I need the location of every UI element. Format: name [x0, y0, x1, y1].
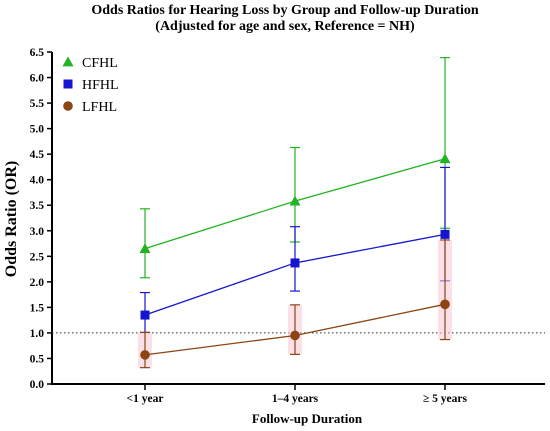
- y-tick-label: 6.0: [30, 73, 45, 85]
- plot-area: 0.0 0.5 1.0 1.5 2.0 2.5 3.0 3.5 4.0 4.5 5.0 5.5 6.0 6…: [30, 47, 545, 405]
- series-lfhl: [138, 239, 452, 369]
- legend-marker-lfhl: [63, 101, 73, 111]
- chart-subtitle: (Adjusted for age and sex, Reference = N…: [155, 19, 415, 34]
- y-tick-label: 5.0: [30, 124, 45, 136]
- chart-title: Odds Ratios for Hearing Loss by Group an…: [91, 3, 478, 18]
- data-point: [290, 258, 300, 268]
- data-point: [289, 195, 301, 206]
- y-tick-label: 4.5: [30, 149, 45, 161]
- y-tick-label: 0.0: [30, 379, 45, 391]
- y-tick-label: 0.5: [30, 353, 45, 365]
- data-point: [140, 350, 150, 360]
- data-point: [290, 330, 300, 341]
- y-tick-label: 1.0: [30, 328, 45, 340]
- data-point: [440, 229, 450, 239]
- x-axis-title: Follow-up Duration: [252, 411, 363, 426]
- data-point: [140, 310, 150, 320]
- legend-label-hfhl: HFHL: [82, 78, 119, 93]
- legend-marker-hfhl: [63, 79, 73, 89]
- y-tick-label: 5.5: [30, 98, 45, 110]
- data-point: [440, 299, 450, 310]
- legend-label-cfhl: CFHL: [82, 56, 118, 71]
- y-tick-label: 2.5: [30, 251, 45, 263]
- y-tick-label: 2.0: [30, 277, 45, 289]
- legend-marker-cfhl: [62, 56, 74, 67]
- y-tick-label: 4.0: [30, 175, 45, 187]
- y-tick-label: 6.5: [30, 47, 45, 59]
- data-point: [439, 153, 451, 164]
- series-hfhl: [140, 166, 450, 334]
- y-tick-label: 3.0: [30, 226, 45, 238]
- x-tick-label: <1 year: [127, 393, 164, 405]
- legend-label-lfhl: LFHL: [82, 100, 117, 115]
- x-tick-label: ≥ 5 years: [423, 393, 468, 405]
- legend: CFHL HFHL LFHL: [62, 56, 119, 115]
- y-tick-label: 3.5: [30, 200, 45, 212]
- x-tick-label: 1–4 years: [272, 393, 319, 405]
- y-axis-title: Odds Ratio (OR): [3, 161, 20, 277]
- y-tick-label: 1.5: [30, 302, 45, 314]
- data-point: [139, 243, 151, 254]
